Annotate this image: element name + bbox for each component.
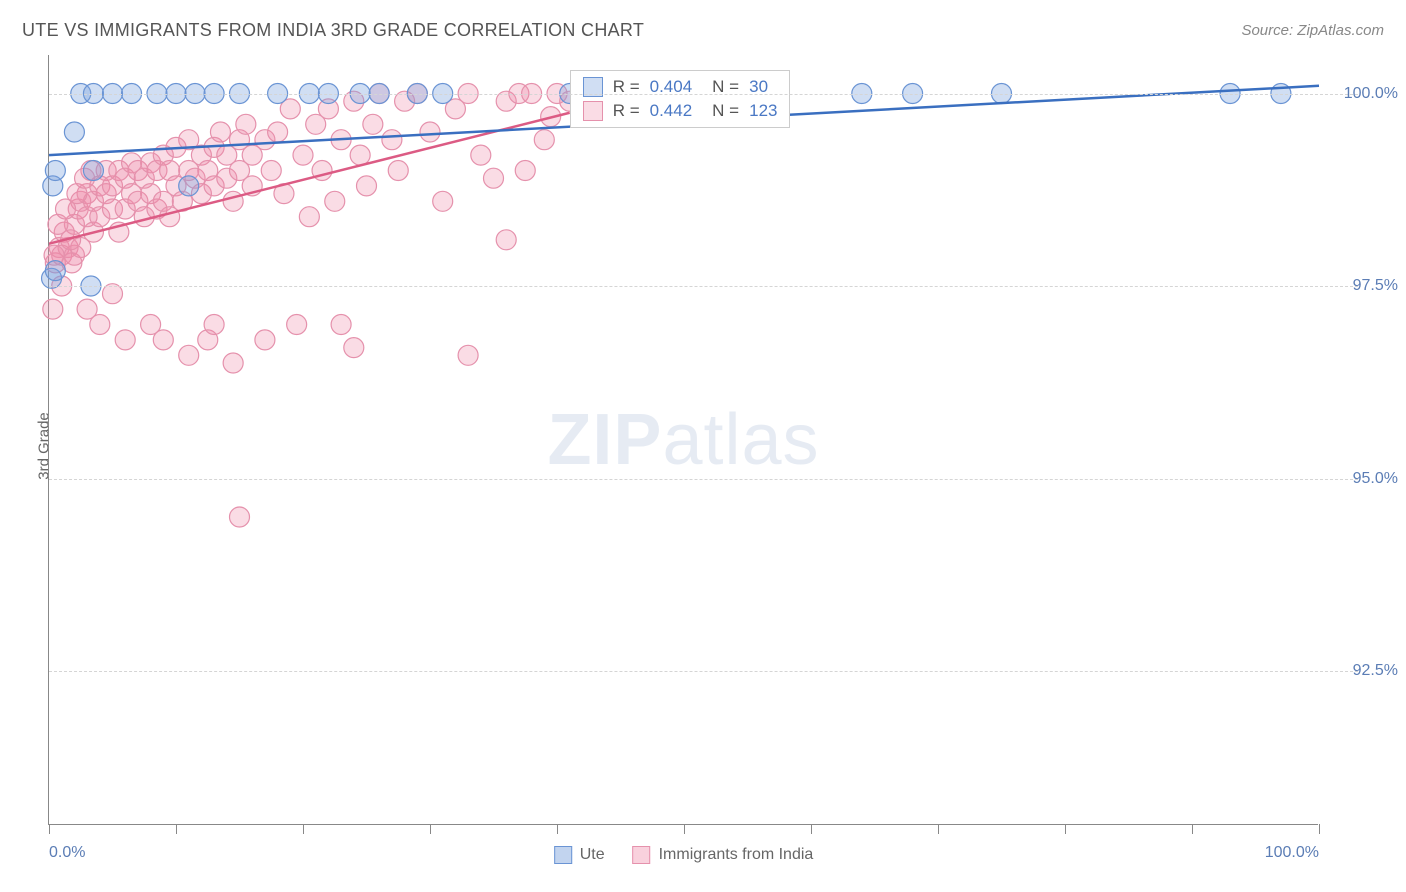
stats-row: R =0.404N =30 <box>571 75 790 99</box>
legend-label: Immigrants from India <box>659 846 814 864</box>
y-tick-label: 92.5% <box>1328 662 1398 680</box>
x-tick <box>49 824 50 834</box>
x-tick <box>1192 824 1193 834</box>
y-tick-label: 100.0% <box>1328 85 1398 103</box>
scatter-point <box>331 315 351 335</box>
scatter-point <box>64 122 84 142</box>
x-tick <box>430 824 431 834</box>
scatter-point <box>420 122 440 142</box>
scatter-point <box>534 130 554 150</box>
scatter-point <box>496 230 516 250</box>
x-tick <box>938 824 939 834</box>
scatter-point <box>90 315 110 335</box>
scatter-point <box>484 168 504 188</box>
legend-item: Immigrants from India <box>633 846 814 864</box>
stats-n-label: N = <box>712 101 739 121</box>
scatter-point <box>83 161 103 181</box>
chart-title: UTE VS IMMIGRANTS FROM INDIA 3RD GRADE C… <box>22 20 644 41</box>
scatter-point <box>458 345 478 365</box>
scatter-point <box>43 299 63 319</box>
plot-svg <box>49 55 1318 824</box>
y-tick-label: 95.0% <box>1328 470 1398 488</box>
scatter-point <box>204 315 224 335</box>
x-tick-label: 100.0% <box>1265 844 1319 862</box>
scatter-point <box>45 261 65 281</box>
plot-area: ZIPatlas R =0.404N =30R =0.442N =123 Ute… <box>48 55 1318 825</box>
legend-bottom: Ute Immigrants from India <box>554 846 814 864</box>
stats-n-value: 123 <box>749 101 777 121</box>
x-tick <box>1319 824 1320 834</box>
scatter-point <box>153 330 173 350</box>
x-tick <box>684 824 685 834</box>
scatter-point <box>515 161 535 181</box>
scatter-point <box>255 330 275 350</box>
legend-label: Ute <box>580 846 605 864</box>
grid-line <box>49 94 1358 95</box>
legend-item: Ute <box>554 846 605 864</box>
scatter-point <box>179 176 199 196</box>
scatter-point <box>45 161 65 181</box>
stats-box: R =0.404N =30R = 0.442 N = 123 <box>570 70 791 128</box>
chart-header: UTE VS IMMIGRANTS FROM INDIA 3RD GRADE C… <box>22 20 1384 41</box>
scatter-point <box>223 191 243 211</box>
stats-r-label: R = <box>613 101 640 121</box>
scatter-point <box>325 191 345 211</box>
stats-row: R = 0.442 N = 123 <box>571 99 790 123</box>
scatter-point <box>236 114 256 134</box>
scatter-point <box>223 353 243 373</box>
scatter-point <box>261 161 281 181</box>
grid-line <box>49 286 1358 287</box>
scatter-point <box>210 122 230 142</box>
scatter-point <box>344 338 364 358</box>
x-tick <box>1065 824 1066 834</box>
legend-swatch <box>554 846 572 864</box>
scatter-point <box>350 145 370 165</box>
stats-r-value: 0.442 <box>650 101 693 121</box>
scatter-point <box>357 176 377 196</box>
x-tick <box>557 824 558 834</box>
legend-swatch <box>633 846 651 864</box>
scatter-point <box>287 315 307 335</box>
scatter-point <box>433 191 453 211</box>
scatter-point <box>268 122 288 142</box>
scatter-point <box>382 130 402 150</box>
grid-line <box>49 479 1358 480</box>
scatter-point <box>179 345 199 365</box>
chart-source: Source: ZipAtlas.com <box>1241 22 1384 39</box>
y-tick-label: 97.5% <box>1328 277 1398 295</box>
scatter-point <box>363 114 383 134</box>
x-tick <box>303 824 304 834</box>
scatter-point <box>230 507 250 527</box>
scatter-point <box>299 207 319 227</box>
scatter-point <box>388 161 408 181</box>
scatter-point <box>293 145 313 165</box>
scatter-point <box>115 330 135 350</box>
stats-swatch <box>583 101 603 121</box>
x-tick-label: 0.0% <box>49 844 85 862</box>
grid-line <box>49 671 1358 672</box>
x-tick <box>176 824 177 834</box>
x-tick <box>811 824 812 834</box>
scatter-point <box>471 145 491 165</box>
